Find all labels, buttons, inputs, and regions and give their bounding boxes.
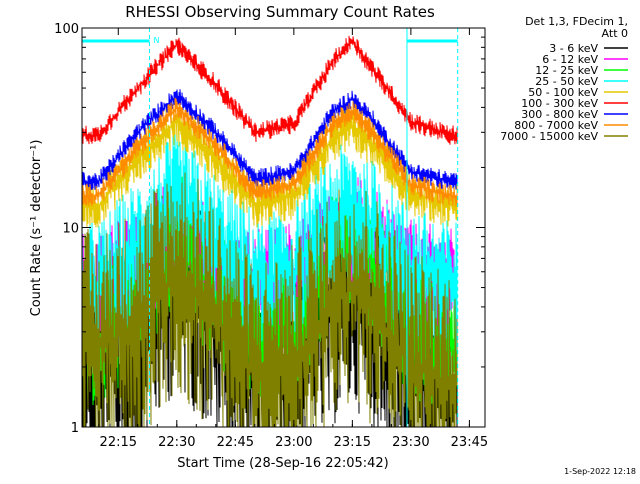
series-line-100-300keV <box>81 35 458 145</box>
axis-ticks: 22:15 22:30 22:45 23:00 23:15 23:30 23:45 1 10 10… <box>54 22 488 450</box>
legend-label: 800 - 7000 keV <box>514 119 598 132</box>
legend-header-line-2: Att 0 <box>602 27 628 40</box>
legend-label: 50 - 100 keV <box>528 86 598 99</box>
x-tick-label: 23:30 <box>392 435 429 450</box>
y-tick-label: 100 <box>54 22 79 37</box>
x-tick-label: 22:30 <box>158 435 195 450</box>
legend-label: 6 - 12 keV <box>542 53 598 66</box>
x-tick-label: 23:00 <box>275 435 312 450</box>
y-tick-label: 10 <box>62 222 79 237</box>
legend-label: 300 - 800 keV <box>521 108 598 121</box>
legend-label: 3 - 6 keV <box>549 42 598 55</box>
legend-label: 12 - 25 keV <box>535 64 598 77</box>
legend-label: 25 - 50 keV <box>535 75 598 88</box>
overlay-group: N <box>82 28 459 427</box>
x-axis-title: Start Time (28-Sep-16 22:05:42) <box>177 456 388 471</box>
legend-label: 100 - 300 keV <box>521 97 598 110</box>
x-tick-label: 22:15 <box>100 435 137 450</box>
y-tick-label: 1 <box>71 421 79 436</box>
flag-label-n: N <box>153 36 159 45</box>
x-tick-label: 23:45 <box>451 435 488 450</box>
series-line-300-800keV <box>81 89 458 191</box>
x-tick-label: 23:15 <box>334 435 371 450</box>
y-axis-title: Count Rate (s⁻¹ detector⁻¹) <box>29 140 44 317</box>
legend-header-line-1: Det 1,3, FDecim 1, <box>525 15 628 28</box>
series-line-7000-15000keV <box>81 172 458 428</box>
chart-title: RHESSI Observing Summary Count Rates <box>125 3 435 21</box>
legend-label: 7000 - 15000 keV <box>500 130 598 143</box>
x-tick-label: 22:45 <box>217 435 254 450</box>
series-line-800-7000keV <box>81 97 458 207</box>
series-group <box>81 35 458 428</box>
timestamp: 1-Sep-2022 12:18 <box>564 467 636 476</box>
